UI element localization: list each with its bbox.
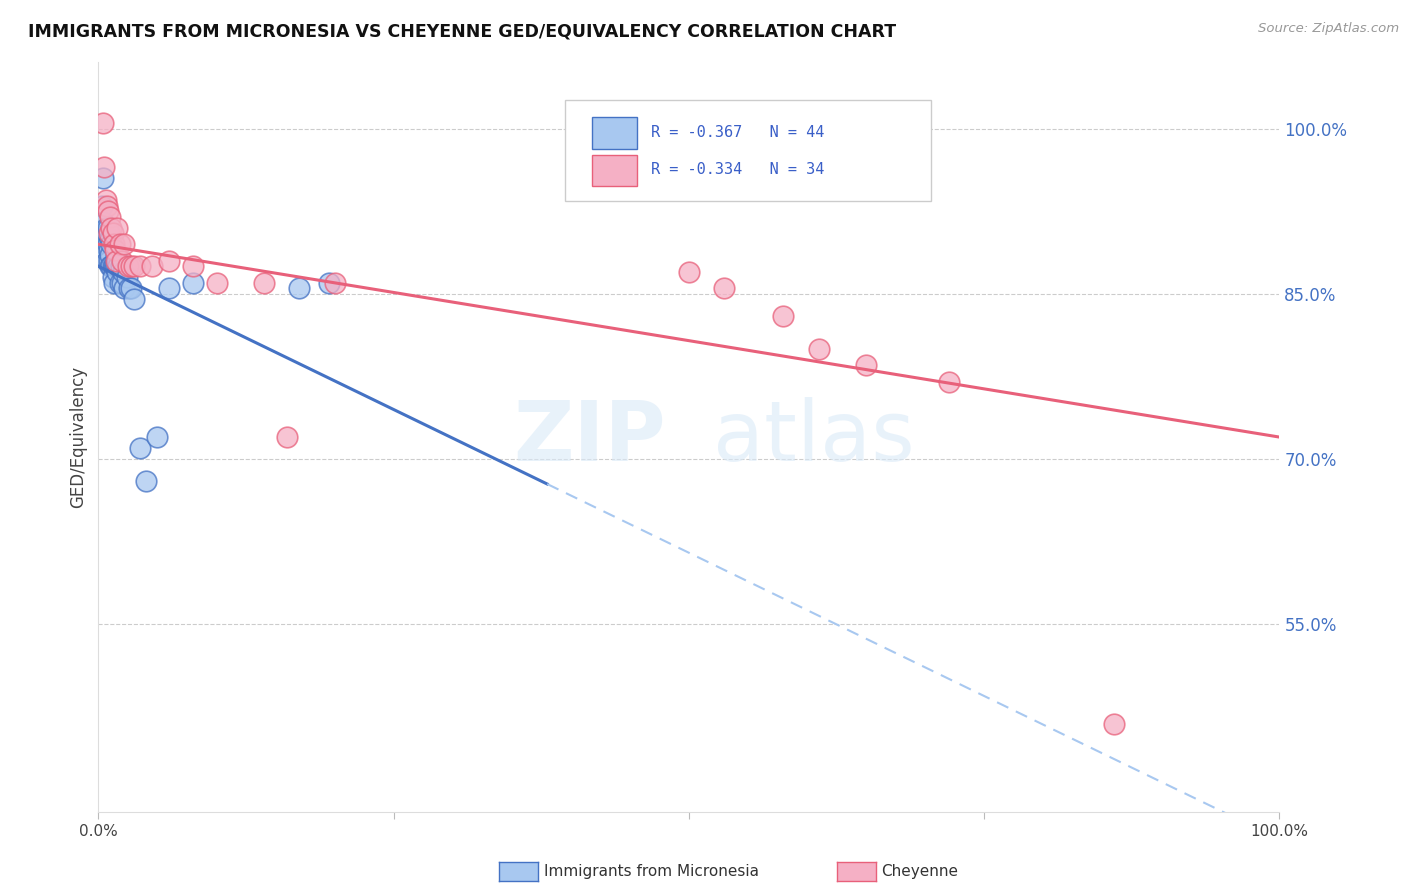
Point bbox=[112, 265, 135, 279]
Point bbox=[101, 226, 124, 240]
Point bbox=[128, 441, 150, 455]
Point bbox=[91, 116, 114, 130]
Point bbox=[104, 260, 127, 274]
Point bbox=[111, 276, 134, 290]
Point bbox=[103, 237, 125, 252]
Point bbox=[96, 253, 118, 268]
Point bbox=[91, 171, 114, 186]
Point bbox=[97, 237, 120, 252]
Point bbox=[318, 276, 340, 290]
Point bbox=[105, 265, 128, 279]
Text: R = -0.367   N = 44: R = -0.367 N = 44 bbox=[651, 125, 824, 140]
Point bbox=[112, 281, 135, 295]
Point bbox=[107, 260, 129, 274]
Point bbox=[146, 430, 169, 444]
Point bbox=[105, 253, 128, 268]
Point bbox=[181, 276, 204, 290]
Point bbox=[105, 253, 128, 268]
Point bbox=[807, 342, 830, 356]
Point bbox=[135, 474, 157, 488]
Point bbox=[323, 276, 346, 290]
Point bbox=[97, 204, 120, 219]
Point bbox=[96, 226, 118, 240]
Point bbox=[97, 220, 120, 235]
Text: atlas: atlas bbox=[713, 397, 914, 477]
Point bbox=[98, 243, 121, 257]
Point bbox=[103, 260, 125, 274]
Point bbox=[98, 210, 121, 224]
Text: Cheyenne: Cheyenne bbox=[882, 864, 959, 879]
Point bbox=[855, 359, 877, 373]
Point bbox=[253, 276, 276, 290]
Point bbox=[713, 281, 735, 295]
FancyBboxPatch shape bbox=[592, 154, 637, 186]
Point bbox=[772, 309, 794, 323]
Point bbox=[128, 260, 150, 274]
FancyBboxPatch shape bbox=[565, 100, 931, 201]
Point bbox=[141, 260, 163, 274]
Point bbox=[93, 237, 115, 252]
Point bbox=[100, 220, 122, 235]
Point bbox=[108, 276, 131, 290]
Point bbox=[157, 253, 180, 268]
Text: ZIP: ZIP bbox=[513, 397, 665, 477]
Point bbox=[98, 226, 121, 240]
Point bbox=[276, 430, 298, 444]
Point bbox=[111, 253, 134, 268]
Point bbox=[98, 260, 121, 274]
Point bbox=[94, 243, 117, 257]
Text: Source: ZipAtlas.com: Source: ZipAtlas.com bbox=[1258, 22, 1399, 36]
Point bbox=[112, 237, 135, 252]
Point bbox=[101, 260, 124, 274]
Point bbox=[98, 248, 121, 262]
Point bbox=[121, 281, 143, 295]
Text: Immigrants from Micronesia: Immigrants from Micronesia bbox=[544, 864, 759, 879]
Point bbox=[288, 281, 311, 295]
Point bbox=[115, 270, 138, 285]
Y-axis label: GED/Equivalency: GED/Equivalency bbox=[69, 366, 87, 508]
Point bbox=[101, 270, 124, 285]
Point bbox=[110, 260, 132, 274]
Point bbox=[105, 248, 128, 262]
Point bbox=[98, 253, 121, 268]
Text: IMMIGRANTS FROM MICRONESIA VS CHEYENNE GED/EQUIVALENCY CORRELATION CHART: IMMIGRANTS FROM MICRONESIA VS CHEYENNE G… bbox=[28, 22, 896, 40]
Point bbox=[91, 199, 114, 213]
FancyBboxPatch shape bbox=[592, 117, 637, 149]
Point bbox=[118, 281, 141, 295]
Point bbox=[103, 276, 125, 290]
Point bbox=[108, 237, 131, 252]
Point bbox=[93, 160, 115, 174]
Point bbox=[105, 220, 128, 235]
Point bbox=[181, 260, 204, 274]
Point bbox=[205, 276, 228, 290]
Point bbox=[678, 265, 700, 279]
Point bbox=[157, 281, 180, 295]
Point bbox=[100, 237, 122, 252]
Point bbox=[122, 293, 145, 307]
Point bbox=[93, 232, 115, 246]
Point bbox=[117, 260, 139, 274]
Point bbox=[105, 260, 128, 274]
Text: R = -0.334   N = 34: R = -0.334 N = 34 bbox=[651, 162, 824, 178]
Point bbox=[1102, 716, 1125, 731]
Point bbox=[938, 375, 960, 389]
Point bbox=[91, 215, 114, 229]
Point bbox=[94, 220, 117, 235]
Point bbox=[100, 260, 122, 274]
Point bbox=[122, 260, 145, 274]
Point bbox=[104, 243, 127, 257]
Point bbox=[121, 260, 143, 274]
Point bbox=[98, 232, 121, 246]
Point bbox=[96, 199, 118, 213]
Point bbox=[94, 193, 117, 207]
